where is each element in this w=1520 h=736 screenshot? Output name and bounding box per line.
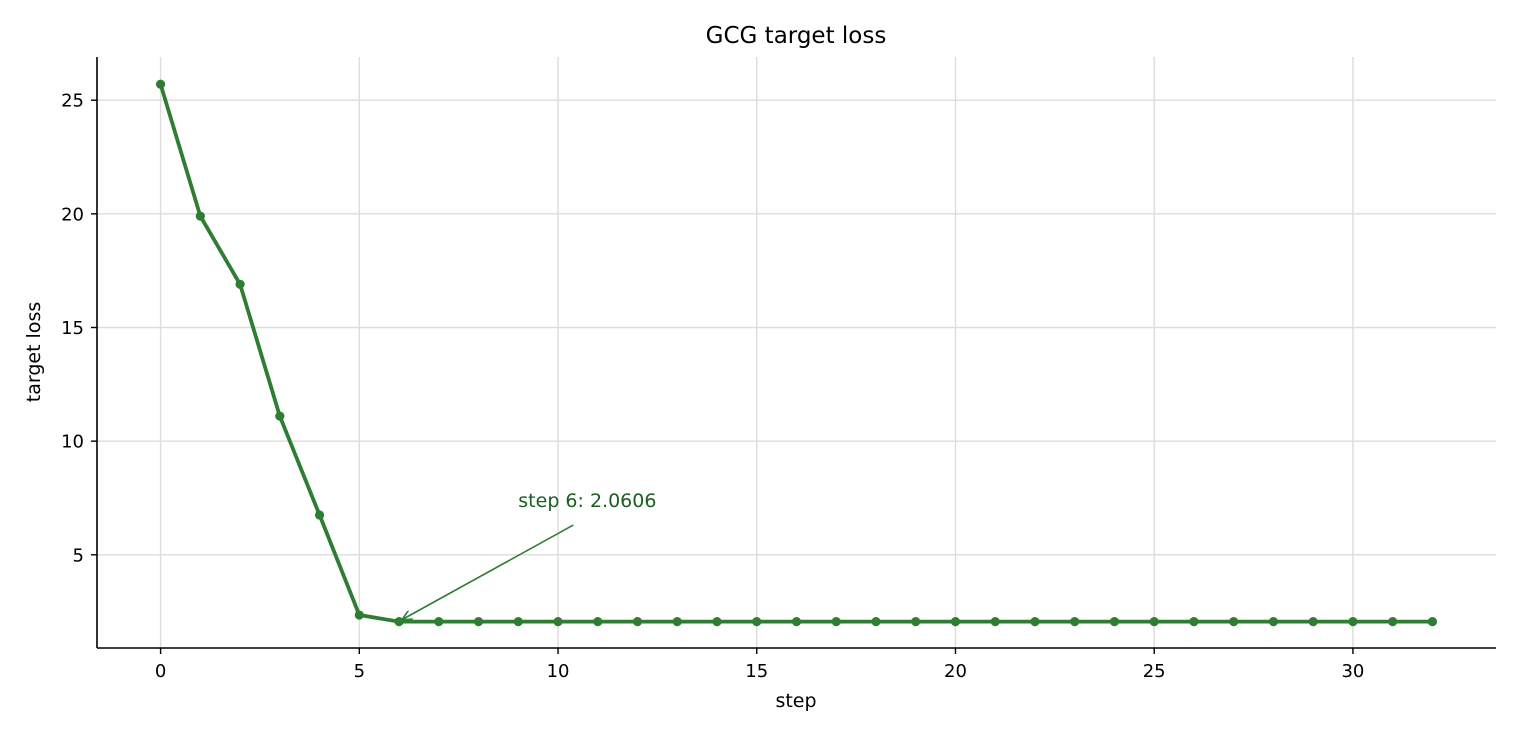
x-tick-label: 30 <box>1341 661 1364 682</box>
series-layer <box>155 79 1438 627</box>
data-point <box>1229 617 1239 627</box>
data-point <box>434 617 444 627</box>
series-line <box>158 82 1435 624</box>
data-point <box>831 617 841 627</box>
x-tick-label: 20 <box>944 661 967 682</box>
x-tick-label: 0 <box>155 661 166 682</box>
x-axis-label: step <box>775 690 816 712</box>
x-axis-ticks: 0 5 10 15 20 25 30 <box>155 648 1364 682</box>
data-point <box>1388 617 1398 627</box>
annotation: step 6: 2.0606 <box>402 490 656 620</box>
x-tick-label: 25 <box>1143 661 1166 682</box>
data-point <box>235 279 245 289</box>
x-tick-label: 5 <box>354 661 365 682</box>
data-point <box>712 617 722 627</box>
data-point <box>752 617 762 627</box>
data-point <box>672 617 682 627</box>
y-tick-label: 15 <box>61 318 84 339</box>
data-point <box>791 617 802 627</box>
data-point <box>275 411 285 421</box>
data-point <box>950 617 961 627</box>
data-point <box>911 617 921 627</box>
data-point <box>632 617 643 627</box>
y-tick-label: 5 <box>73 545 84 566</box>
x-tick-label: 10 <box>547 661 570 682</box>
data-point <box>513 617 523 627</box>
chart-title: GCG target loss <box>706 23 887 49</box>
data-point <box>195 211 205 221</box>
y-axis-label: target loss <box>23 302 45 403</box>
data-point <box>1030 617 1040 627</box>
data-point <box>394 617 404 627</box>
data-point <box>354 610 364 620</box>
annotation-arrow <box>402 524 574 620</box>
data-point <box>1427 617 1438 627</box>
data-point <box>593 617 603 627</box>
y-axis-ticks: 5 10 15 20 25 <box>61 91 97 566</box>
annotation-label: step 6: 2.0606 <box>518 490 656 512</box>
data-point <box>314 510 325 520</box>
data-point <box>990 617 1000 627</box>
y-tick-label: 10 <box>61 432 84 453</box>
data-point <box>1348 617 1358 627</box>
data-point <box>1070 617 1080 627</box>
y-tick-label: 20 <box>61 204 84 225</box>
data-point <box>1308 617 1318 627</box>
data-point <box>1149 617 1159 627</box>
data-point <box>473 617 484 627</box>
grid <box>97 57 1496 648</box>
x-tick-label: 15 <box>745 661 768 682</box>
data-point <box>1268 617 1279 627</box>
data-point <box>553 617 563 627</box>
data-point <box>871 617 881 627</box>
y-tick-label: 25 <box>61 91 84 112</box>
data-point <box>1109 617 1120 627</box>
data-point <box>155 79 166 89</box>
data-point <box>1189 617 1199 627</box>
